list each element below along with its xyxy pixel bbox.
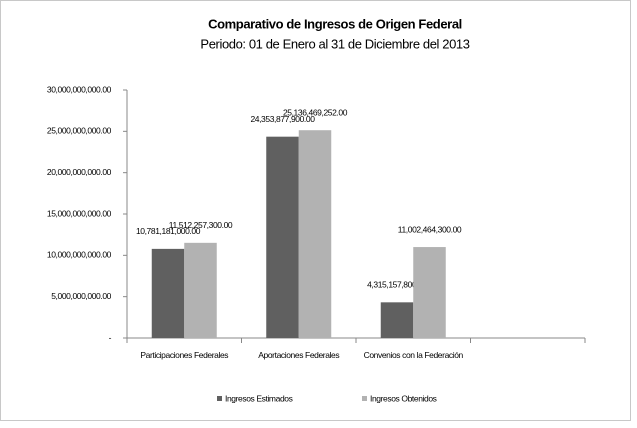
x-tick-label: Aportaciones Federales (258, 350, 340, 360)
legend-label: Ingresos Estimados (225, 393, 293, 403)
bar (298, 130, 332, 338)
bar (380, 302, 414, 338)
x-tick-label: Convenios con la Federación (363, 350, 464, 360)
bar (413, 247, 446, 338)
x-tick-label: Participaciones Federales (140, 350, 229, 360)
bar (266, 136, 299, 338)
data-label: 10,781,181,000.00 (136, 226, 201, 236)
chart-subtitle: Periodo: 01 de Enero al 31 de Diciembre … (200, 36, 469, 51)
bar (151, 248, 185, 338)
x-tick-label-box: Aportaciones Federales (258, 350, 340, 360)
legend-swatch (217, 396, 222, 401)
data-label: 4,315,157,800.00 (367, 280, 427, 290)
y-tick-label: 30,000,000,000.00 (47, 84, 112, 94)
y-tick-label: 20,000,000,000.00 (47, 167, 112, 177)
x-tick-label-box: Convenios con la Federación (363, 350, 464, 360)
data-label: 25,136,469,252.00 (283, 107, 348, 117)
bar (184, 242, 217, 338)
x-tick-label-box: Participaciones Federales (140, 350, 229, 360)
legend-swatch (362, 396, 367, 401)
data-label: 24,353,877,900.00 (250, 114, 315, 124)
y-tick-label: 5,000,000,000.00 (51, 291, 111, 301)
y-tick-label: 10,000,000,000.00 (47, 250, 112, 260)
legend-label: Ingresos Obtenidos (370, 393, 437, 403)
y-tick-label: 15,000,000,000.00 (47, 208, 112, 218)
data-label: 11,002,464,300.00 (398, 224, 462, 234)
y-tick-label: - (109, 332, 112, 342)
chart-title: Comparativo de Ingresos de Origen Federa… (208, 16, 462, 31)
data-label: 11,512,257,300.00 (169, 220, 233, 230)
y-tick-label: 25,000,000,000.00 (47, 126, 112, 136)
